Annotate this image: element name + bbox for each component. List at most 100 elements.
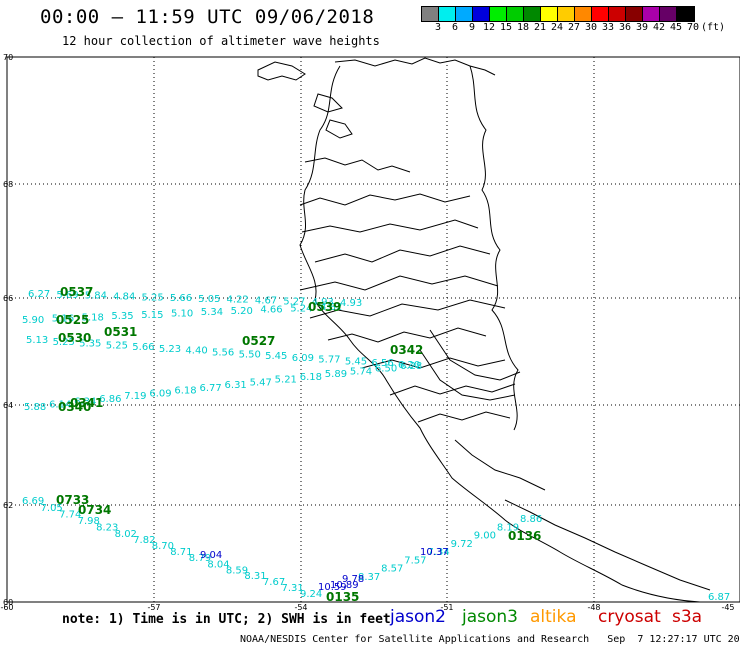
page-title: 00:00 — 11:59 UTC 09/06/2018	[40, 6, 375, 28]
wave-height-label: 5.47	[250, 377, 272, 388]
wave-height-label: 7.74	[59, 510, 81, 521]
wave-height-label: 5.10	[171, 309, 193, 320]
wave-height-label: 8.04	[207, 559, 229, 570]
wave-height-label: 5.84	[85, 291, 107, 302]
wave-height-label: 5.18	[82, 312, 104, 323]
pass-time-label: 0341	[70, 396, 103, 410]
wave-height-label: 6.56	[371, 358, 393, 369]
wave-height-label: 5.77	[318, 355, 340, 366]
wave-height-label: 5.45	[345, 356, 367, 367]
wave-height-label: 8.23	[96, 522, 118, 533]
wave-height-label: 5.35	[79, 339, 101, 350]
wave-height-label: 7.34	[427, 547, 449, 558]
longitude-label: -54	[294, 603, 307, 612]
wave-height-label: 8.59	[226, 565, 248, 576]
latitude-label: 64	[3, 401, 13, 410]
wave-height-label: 4.40	[185, 346, 207, 357]
wave-height-label: 4.22	[227, 295, 249, 306]
wave-height-label: 5.74	[350, 366, 372, 377]
wave-height-label: 4.66	[260, 305, 282, 316]
legend-swatch	[439, 7, 456, 21]
legend-swatch	[456, 7, 473, 21]
wave-height-label: 7.67	[263, 577, 285, 588]
wave-height-label: 9.00	[474, 531, 496, 542]
wave-height-label: 5.21	[275, 375, 297, 386]
legend-tick-label: 27	[567, 22, 581, 33]
wave-height-label: 5.25	[53, 337, 75, 348]
wave-height-label: 5.15	[141, 310, 163, 321]
wave-height-label: 5.34	[201, 307, 223, 318]
legend-tick-label: 15	[499, 22, 513, 33]
pass-time-label: 0734	[78, 503, 111, 517]
pass-time-label: 0342	[390, 343, 423, 357]
legend-tick-label: 33	[601, 22, 615, 33]
wave-height-label: 5.25	[141, 292, 163, 303]
latitude-label: 68	[3, 180, 13, 189]
pass-time-label: 0136	[508, 529, 541, 543]
wave-height-label: 6.09	[292, 353, 314, 364]
wave-height-label: 8.86	[520, 514, 542, 525]
wave-height-label: 6.34	[74, 397, 96, 408]
color-legend-labels: 3 6 9 12 15 18 21 24 27 30 33 36 39 42 45 70 (ft)	[421, 22, 740, 34]
wave-height-label: 8.31	[244, 571, 266, 582]
wave-height-label: 9.24	[300, 589, 322, 600]
legend-tick-label: (ft)	[701, 22, 726, 33]
wave-height-label: 4.93	[340, 298, 362, 309]
wave-height-label: 5.24	[290, 303, 312, 314]
wave-height-label: 6.18	[300, 372, 322, 383]
satellite-jason3-label: jason3	[462, 607, 518, 627]
wave-height-label: 5.35	[111, 311, 133, 322]
legend-tick-label: 24	[550, 22, 564, 33]
wave-height-label: 8.71	[170, 547, 192, 558]
legend-tick-label: 18	[516, 22, 530, 33]
wave-height-label: 5.05	[198, 294, 220, 305]
pass-time-label: 0527	[242, 334, 275, 348]
wave-height-label: 6.86	[99, 394, 121, 405]
longitude-label: -57	[147, 603, 160, 612]
longitude-label: -45	[721, 603, 734, 612]
legend-swatch	[473, 7, 490, 21]
wave-height-label: 6.18	[174, 386, 196, 397]
wave-height-label: 8.79	[189, 553, 211, 564]
latitude-label: 66	[3, 294, 13, 303]
wave-height-label: 9.78	[342, 574, 364, 585]
wave-height-label: 4.93	[312, 297, 334, 308]
wave-height-label: 7.98	[78, 516, 100, 527]
page-subtitle: 12 hour collection of altimeter wave hei…	[62, 34, 380, 48]
pass-time-label: 0525	[56, 313, 89, 327]
pass-time-label: 0530	[58, 331, 91, 345]
wave-height-label: 5.20	[231, 306, 253, 317]
wave-height-label: 5.66	[170, 293, 192, 304]
legend-swatch	[507, 7, 524, 21]
wave-height-label: 5.56	[212, 348, 234, 359]
greenland-coastline	[257, 57, 711, 603]
legend-swatch	[677, 7, 694, 21]
satellite-cryosat-label: cryosat	[598, 607, 661, 627]
legend-tick-label: 70	[686, 22, 700, 33]
legend-tick-label: 12	[482, 22, 496, 33]
legend-swatch	[422, 7, 439, 21]
wave-height-label: 6.69	[22, 496, 44, 507]
wave-height-label: 10.89	[330, 580, 359, 591]
legend-tick-label: 30	[584, 22, 598, 33]
legend-swatch	[643, 7, 660, 21]
wave-height-label: 5.27	[283, 296, 305, 307]
wave-height-label: 6.20	[398, 360, 420, 371]
map-frame	[6, 56, 740, 603]
wave-height-label: 5.23	[159, 344, 181, 355]
legend-swatch	[558, 7, 575, 21]
wave-height-label: 9.04	[200, 550, 222, 561]
pass-time-label: 0531	[104, 325, 137, 339]
wave-height-label: 4.84	[113, 291, 135, 302]
pass-time-label: 0733	[56, 493, 89, 507]
legend-tick-label: 9	[468, 22, 476, 33]
legend-tick-label: 3	[434, 22, 442, 33]
wave-height-label: 8.57	[381, 564, 403, 575]
wave-height-label: 7.57	[404, 555, 426, 566]
latitude-label: 62	[3, 501, 13, 510]
wave-height-label: 8.19	[497, 522, 519, 533]
legend-tick-label: 21	[533, 22, 547, 33]
pass-time-label: 0539	[308, 300, 341, 314]
wave-height-label: 5.13	[26, 335, 48, 346]
